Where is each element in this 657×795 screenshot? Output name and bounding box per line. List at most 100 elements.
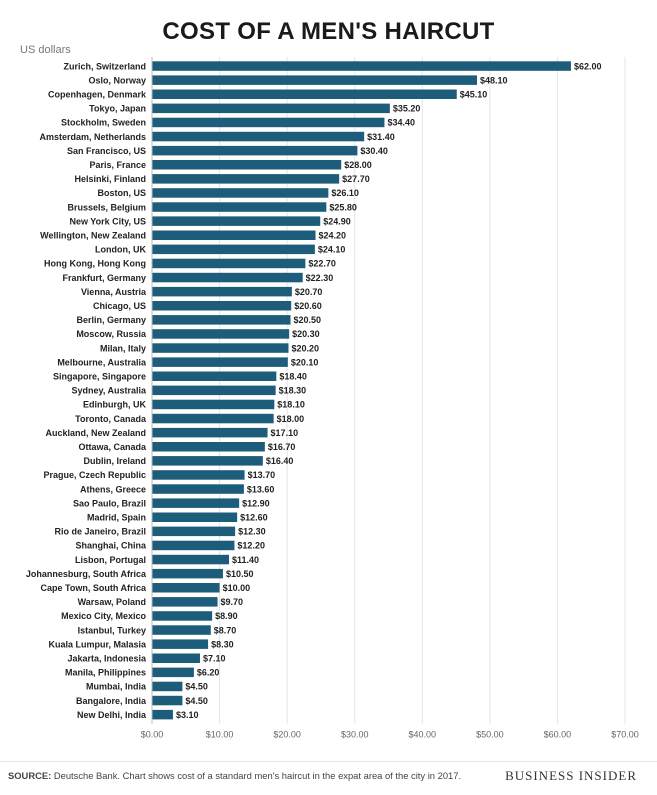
bar <box>152 639 209 649</box>
bar <box>152 540 235 551</box>
category-label: Melbourne, Australia <box>57 357 147 367</box>
bar <box>152 427 268 438</box>
category-label: Moscow, Russia <box>76 329 147 339</box>
category-label: Frankfurt, Germany <box>62 273 146 283</box>
bar <box>152 695 183 706</box>
value-label: $34.40 <box>387 118 415 128</box>
value-label: $24.10 <box>318 245 346 255</box>
value-label: $62.00 <box>574 61 602 71</box>
bar <box>152 498 240 508</box>
source-text: Deutsche Bank. Chart shows cost of a sta… <box>51 770 462 781</box>
value-label: $26.10 <box>331 188 359 198</box>
bar <box>152 611 213 621</box>
x-tick-label: $20.00 <box>273 730 301 740</box>
bar <box>152 442 265 452</box>
value-label: $8.30 <box>211 639 234 649</box>
bar <box>152 568 223 579</box>
category-label: Berlin, Germany <box>76 315 146 325</box>
bar <box>152 583 220 593</box>
category-label: Jakarta, Indonesia <box>67 653 147 663</box>
bar <box>152 399 275 410</box>
category-label: Helsinki, Finland <box>74 174 146 184</box>
category-label: Paris, France <box>89 160 146 170</box>
value-label: $20.10 <box>291 357 319 367</box>
category-label: London, UK <box>95 245 146 255</box>
category-label: New York City, US <box>69 216 146 226</box>
value-label: $8.90 <box>215 611 238 621</box>
bar <box>152 89 457 99</box>
value-label: $22.30 <box>306 273 334 283</box>
value-label: $12.90 <box>242 498 270 508</box>
bar <box>152 526 236 537</box>
value-label: $16.70 <box>268 442 296 452</box>
x-tick-label: $0.00 <box>141 730 164 740</box>
value-label: $48.10 <box>480 75 508 85</box>
category-label: Wellington, New Zealand <box>40 230 146 240</box>
value-label: $3.10 <box>176 710 199 720</box>
bar <box>152 681 183 692</box>
category-label: Chicago, US <box>93 301 146 311</box>
bar <box>152 286 292 297</box>
value-label: $18.10 <box>277 400 305 410</box>
bar <box>152 667 194 678</box>
bar <box>152 145 358 156</box>
bar <box>152 202 327 212</box>
category-label: Amsterdam, Netherlands <box>39 132 146 142</box>
category-label: Hong Kong, Hong Kong <box>44 259 146 269</box>
category-label: Milan, Italy <box>100 343 146 353</box>
value-label: $35.20 <box>393 104 421 114</box>
category-label: Shanghai, China <box>75 541 147 551</box>
bar <box>152 653 200 663</box>
value-label: $10.00 <box>223 583 251 593</box>
value-label: $31.40 <box>367 132 395 142</box>
category-label: Edinburgh, UK <box>83 400 146 410</box>
value-label: $30.40 <box>360 146 388 156</box>
category-label: Rio de Janeiro, Brazil <box>54 527 146 537</box>
category-label: Kuala Lumpur, Malasia <box>48 639 147 649</box>
bar <box>152 371 277 381</box>
category-label: Toronto, Canada <box>75 414 147 424</box>
category-label: Brussels, Belgium <box>67 202 146 212</box>
bar <box>152 61 571 71</box>
value-label: $11.40 <box>232 555 259 565</box>
value-label: $12.30 <box>238 527 266 537</box>
value-label: $24.90 <box>323 216 351 226</box>
x-tick-label: $30.00 <box>341 730 369 740</box>
bar <box>152 75 478 85</box>
value-label: $12.20 <box>237 541 265 551</box>
value-label: $6.20 <box>197 668 220 678</box>
bar <box>152 357 288 367</box>
bar <box>152 625 211 635</box>
value-label: $20.30 <box>292 329 320 339</box>
category-label: Ottawa, Canada <box>78 442 147 452</box>
category-label: Copenhagen, Denmark <box>48 89 147 99</box>
bar <box>152 103 390 114</box>
bar <box>152 554 230 565</box>
value-label: $4.50 <box>185 696 208 706</box>
category-label: Singapore, Singapore <box>53 371 146 381</box>
units-label: US dollars <box>20 44 71 56</box>
category-label: Vienna, Austria <box>81 287 147 297</box>
category-label: Prague, Czech Republic <box>43 470 146 480</box>
category-label: Tokyo, Japan <box>89 104 146 114</box>
category-label: Sao Paulo, Brazil <box>73 498 146 508</box>
category-label: Manila, Philippines <box>65 668 146 678</box>
value-label: $18.40 <box>279 371 307 381</box>
value-label: $20.50 <box>294 315 322 325</box>
bar-chart: $0.00 $10.00 $20.00 $30.00 $40.00 $50.00 $60.0… <box>26 57 639 740</box>
source-label: SOURCE: <box>8 770 52 781</box>
bar <box>152 597 218 607</box>
x-tick-label: $70.00 <box>611 730 639 740</box>
value-label: $12.60 <box>240 512 268 522</box>
x-tick-label: $40.00 <box>409 730 437 740</box>
value-label: $28.00 <box>344 160 372 170</box>
bar <box>152 216 321 226</box>
category-label: Zurich, Switzerland <box>63 61 146 71</box>
bar <box>152 413 274 424</box>
publisher-logo: BUSINESS INSIDER <box>505 768 637 783</box>
value-label: $13.60 <box>247 484 275 494</box>
value-label: $20.60 <box>294 301 322 311</box>
category-label: Bangalore, India <box>76 696 147 706</box>
value-label: $20.70 <box>295 287 323 297</box>
bar <box>152 244 315 255</box>
